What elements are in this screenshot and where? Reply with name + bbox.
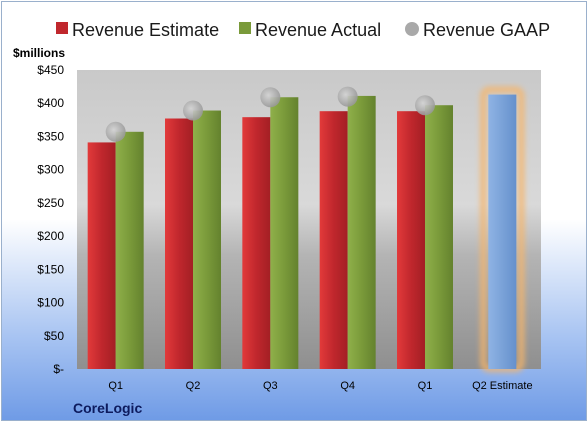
marker-revenue-gaap (105, 121, 126, 142)
legend-swatch-estimate (56, 22, 68, 34)
bar-revenue-estimate (242, 117, 271, 369)
x-tick-label: Q2 Estimate (472, 380, 533, 392)
y-tick-label: $450 (37, 63, 64, 77)
legend-swatch-actual (239, 22, 251, 34)
bar-revenue-actual (347, 95, 376, 369)
marker-revenue-gaap (415, 95, 435, 116)
bar-revenue-actual (425, 105, 453, 370)
bars (87, 86, 525, 372)
x-tick-label: Q1 (418, 380, 433, 392)
legend-marker-gaap (405, 22, 419, 36)
bar-revenue-estimate (319, 111, 348, 369)
legend-label-estimate: Revenue Estimate (72, 20, 219, 40)
x-tick-label: Q1 (108, 380, 123, 392)
gaap-markers (105, 86, 435, 142)
x-tick-label: Q3 (263, 380, 278, 392)
company-brand: CoreLogic (73, 400, 142, 416)
plot-area (77, 70, 541, 369)
legend-label-actual: Revenue Actual (255, 20, 381, 40)
y-tick-label: $400 (37, 96, 64, 110)
legend: Revenue Estimate Revenue Actual Revenue … (56, 20, 550, 40)
marker-revenue-gaap (337, 86, 358, 107)
y-axis-unit-label: $millions (13, 46, 65, 60)
bar-revenue-actual (270, 97, 299, 370)
y-tick-label: $250 (37, 196, 64, 210)
bar-revenue-actual (115, 131, 144, 369)
bar-revenue-estimate (87, 142, 116, 369)
marker-revenue-gaap (183, 100, 203, 121)
marker-revenue-gaap (260, 87, 281, 108)
x-tick-label: Q2 (186, 380, 201, 392)
y-tick-label: $200 (37, 229, 64, 243)
y-tick-label: $300 (37, 163, 64, 177)
legend-label-gaap: Revenue GAAP (423, 20, 550, 40)
y-tick-label: $100 (37, 296, 64, 310)
y-tick-label: $350 (37, 129, 64, 143)
x-axis: Q1 Q2 Q3 Q4 Q1 Q2 Estimate (108, 380, 532, 392)
x-tick-label: Q4 (340, 380, 355, 392)
y-tick-label: $150 (37, 262, 64, 276)
bar-revenue-estimate (397, 111, 425, 369)
y-axis: $- $50 $100 $150 $200 $250 $300 $350 $400 $450 (37, 63, 64, 376)
bar-revenue-forecast (488, 94, 517, 369)
bar-revenue-estimate (165, 118, 193, 369)
y-tick-label: $50 (44, 329, 64, 343)
y-tick-label: $- (53, 362, 64, 376)
bar-revenue-actual (193, 110, 221, 369)
